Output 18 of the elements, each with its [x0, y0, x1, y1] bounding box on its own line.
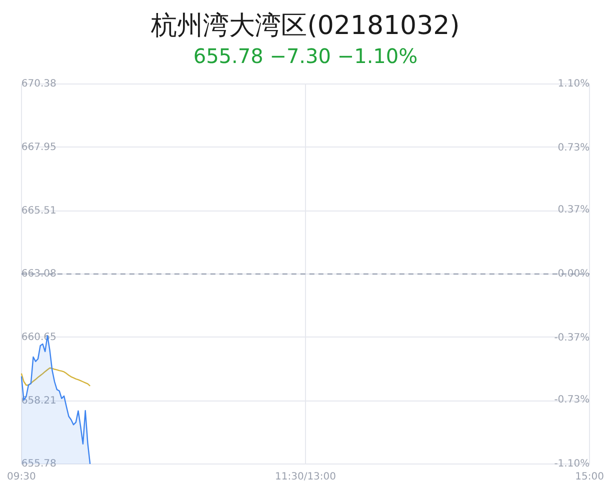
y2-tick-label: -1.10%: [554, 458, 590, 470]
y-tick-label: 670.38: [21, 78, 56, 90]
y2-tick-label: 0.73%: [558, 142, 590, 154]
y-tick-label: 667.95: [21, 142, 56, 153]
y-tick-label: 658.21: [21, 395, 56, 406]
y2-tick-label: 0.37%: [558, 204, 590, 216]
y2-tick-label: 1.10%: [558, 78, 590, 90]
y2-tick-label: 0.00%: [558, 268, 590, 280]
y2-tick-label: -0.37%: [554, 332, 590, 344]
chart-title: 杭州湾大湾区(02181032): [150, 10, 461, 43]
y-tick-label: 663.08: [21, 268, 56, 280]
x-tick-label: 15:00: [575, 472, 604, 483]
chart-subtitle: 655.78 −7.30 −1.10%: [192, 44, 419, 68]
y-tick-label: 655.78: [21, 458, 56, 470]
x-tick-label: 09:30: [6, 472, 36, 483]
y-tick-label: 665.51: [21, 205, 56, 216]
y2-tick-label: -0.73%: [554, 394, 590, 406]
x-tick-label: 11:30/13:00: [274, 472, 336, 483]
